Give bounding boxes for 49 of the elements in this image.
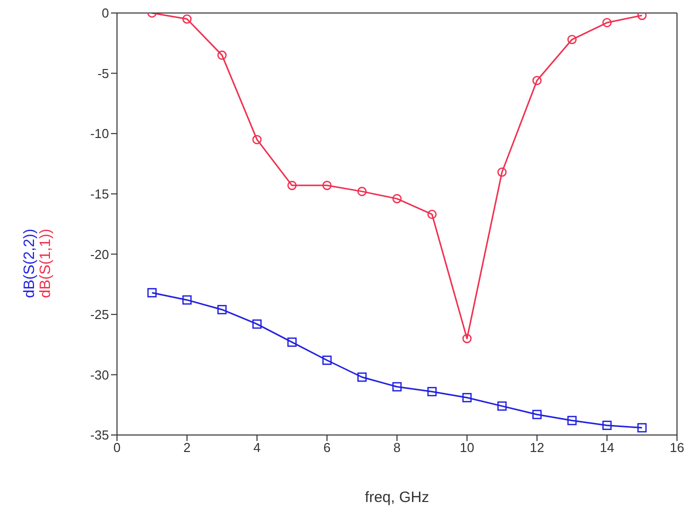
point [427,386,437,396]
point [322,356,332,365]
x-axis-title: freq, GHz [364,489,430,506]
point [532,410,542,420]
x-tick-label: 6 [323,440,331,456]
point [497,401,507,411]
y-tick-label: -35 [90,428,109,443]
point [497,168,507,177]
point [182,295,192,305]
x-tick-label: 12 [530,440,544,456]
point [252,134,262,144]
point [532,76,542,86]
x-tick-label: 8 [393,440,401,456]
point [322,180,332,190]
point [357,372,367,382]
point [357,186,367,196]
y-tick-label: -20 [90,246,109,262]
point [287,338,297,347]
x-tick-label: 4 [253,440,261,456]
x-tick-label: 16 [670,440,684,456]
point [287,180,297,190]
point [567,34,577,44]
x-tick-label: 14 [600,440,614,456]
point [252,319,262,329]
text: dB(S(2,2)) [21,228,38,298]
y-tick-label: -15 [90,186,109,202]
point [462,334,472,344]
y-tick-label: 0 [102,6,109,21]
point [147,288,157,298]
text: dB(S(1,1)) [37,228,54,298]
point [392,382,402,392]
point [217,304,227,314]
y-tick-label: -10 [90,126,109,142]
point [182,14,192,24]
point [392,194,402,204]
point [427,210,437,220]
y-tick-label: -5 [97,66,109,81]
y-tick-label: -25 [90,307,109,322]
x-tick-label: 10 [460,440,474,456]
point [602,420,612,430]
x-tick-label: 2 [183,440,191,456]
x-tick-label: 0 [113,440,121,456]
point [637,423,647,432]
point [637,13,647,20]
point [567,416,577,426]
point [217,50,227,60]
y-tick-label: -30 [90,367,109,382]
point [462,392,472,402]
point [602,18,612,28]
